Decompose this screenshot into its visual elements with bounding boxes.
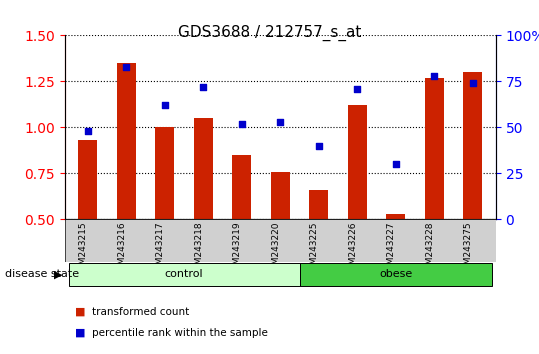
Text: GSM243219: GSM243219 bbox=[233, 222, 242, 276]
Point bbox=[238, 121, 246, 127]
Text: ■: ■ bbox=[75, 328, 86, 338]
Bar bbox=[271, 172, 290, 219]
Point bbox=[122, 64, 130, 69]
Point bbox=[161, 103, 169, 108]
Bar bbox=[155, 127, 175, 219]
Text: GDS3688 / 212757_s_at: GDS3688 / 212757_s_at bbox=[178, 25, 361, 41]
Bar bbox=[232, 155, 251, 219]
Text: percentile rank within the sample: percentile rank within the sample bbox=[92, 328, 267, 338]
Text: GSM243228: GSM243228 bbox=[425, 222, 434, 276]
FancyBboxPatch shape bbox=[300, 263, 492, 285]
Bar bbox=[65, 219, 496, 262]
Point bbox=[391, 161, 400, 167]
Text: control: control bbox=[165, 269, 203, 279]
Point bbox=[353, 86, 362, 92]
Text: ▶: ▶ bbox=[54, 269, 63, 279]
Text: GSM243216: GSM243216 bbox=[118, 222, 126, 276]
Bar bbox=[309, 190, 328, 219]
Text: GSM243217: GSM243217 bbox=[156, 222, 165, 276]
Bar bbox=[116, 63, 136, 219]
Text: GSM243225: GSM243225 bbox=[310, 222, 319, 276]
Bar bbox=[78, 140, 98, 219]
Bar bbox=[463, 72, 482, 219]
Point bbox=[430, 73, 439, 79]
Text: GSM243275: GSM243275 bbox=[464, 222, 473, 276]
Bar bbox=[348, 105, 367, 219]
Text: GSM243226: GSM243226 bbox=[348, 222, 357, 276]
Point bbox=[84, 128, 92, 134]
Point bbox=[314, 143, 323, 149]
Text: obese: obese bbox=[379, 269, 412, 279]
Text: GSM243218: GSM243218 bbox=[194, 222, 203, 276]
Text: transformed count: transformed count bbox=[92, 307, 189, 316]
Point bbox=[199, 84, 208, 90]
Text: ■: ■ bbox=[75, 307, 86, 316]
Point bbox=[468, 80, 477, 86]
Text: disease state: disease state bbox=[5, 269, 80, 279]
Bar bbox=[194, 118, 213, 219]
Text: GSM243227: GSM243227 bbox=[387, 222, 396, 276]
Point bbox=[276, 119, 285, 125]
FancyBboxPatch shape bbox=[68, 263, 300, 285]
Bar bbox=[386, 214, 405, 219]
Text: GSM243215: GSM243215 bbox=[79, 222, 88, 276]
Bar bbox=[425, 78, 444, 219]
Text: GSM243220: GSM243220 bbox=[271, 222, 280, 276]
